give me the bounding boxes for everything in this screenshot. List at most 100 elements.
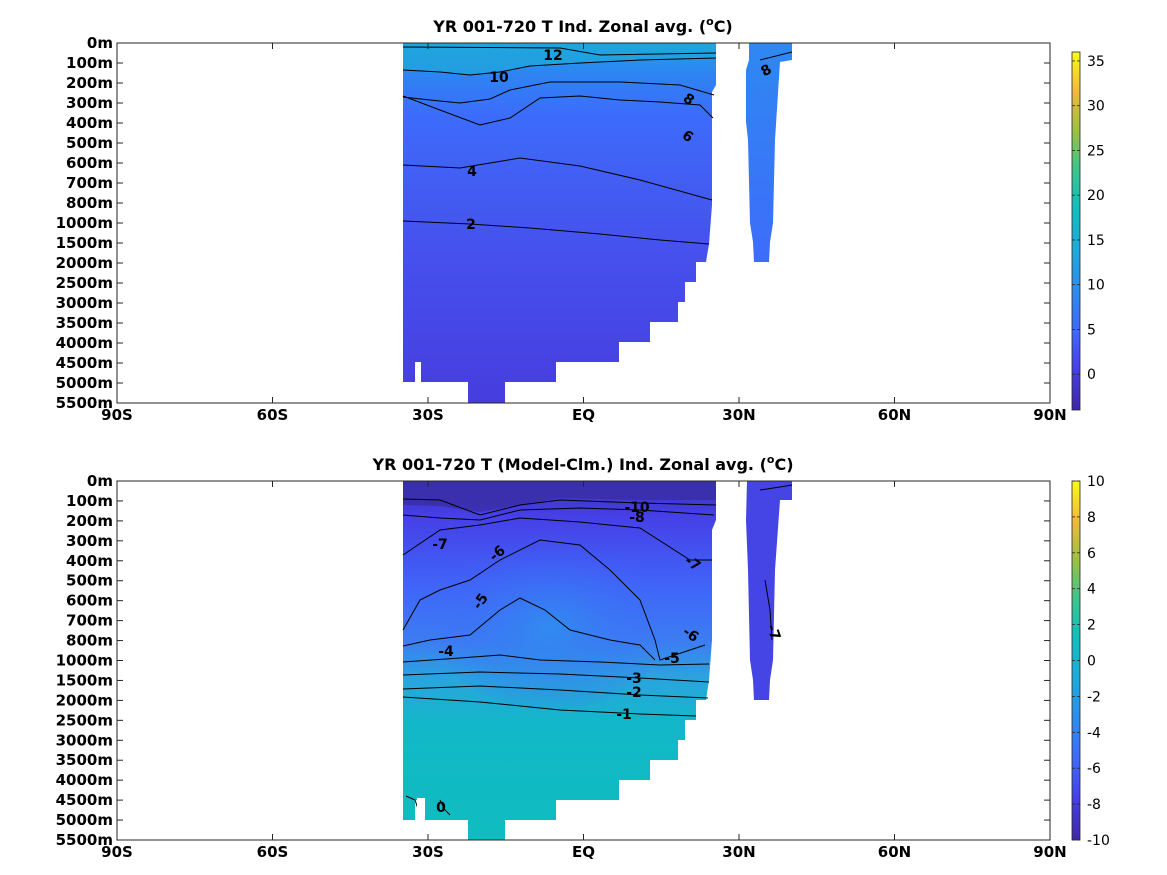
- top-ocean-basin: [403, 43, 716, 403]
- bottom-x-axis: 90S 60S 30S EQ 30N 60N 90N: [101, 481, 1067, 861]
- contour-label: 10: [489, 70, 509, 86]
- x-tick-label: EQ: [572, 406, 595, 424]
- y-tick-label: 3000m: [56, 294, 113, 312]
- colorbar-tick-label: 6: [1087, 546, 1096, 562]
- colorbar-tick-label: 30: [1087, 99, 1105, 115]
- y-tick-label: 3500m: [56, 314, 113, 332]
- colorbar-tick-label: 0: [1087, 654, 1096, 670]
- y-tick-label: 100m: [66, 492, 113, 510]
- colorbar-tick-label: 25: [1087, 143, 1105, 159]
- y-tick-label: 5000m: [56, 811, 113, 829]
- y-tick-label: 200m: [66, 512, 113, 530]
- y-tick-label: 1000m: [56, 652, 113, 670]
- bottom-ocean-north: [746, 481, 792, 700]
- y-tick-label: 700m: [66, 174, 113, 192]
- bottom-notch: [417, 798, 425, 820]
- contour-label: 4: [467, 164, 477, 180]
- colorbar-tick-label: 20: [1087, 188, 1105, 204]
- y-tick-label: 200m: [66, 74, 113, 92]
- contour-label: -4: [438, 644, 454, 660]
- x-tick-label: 90S: [101, 406, 133, 424]
- contour-label: -10: [624, 500, 650, 516]
- colorbar-tick-label: -10: [1087, 833, 1110, 849]
- y-tick-label: 400m: [66, 552, 113, 570]
- contour-label: -5: [664, 651, 680, 667]
- y-tick-label: 5500m: [56, 394, 113, 412]
- y-tick-label: 2000m: [56, 691, 113, 709]
- y-tick-label: 800m: [66, 194, 113, 212]
- y-tick-label: 0m: [87, 472, 113, 490]
- bottom-y-axis: 0m 100m 200m 300m 400m 500m 600m 700m 800m 1000m1…: [56, 472, 1050, 849]
- top-y-axis: 0m 100m 200m 300m 400m 500m 600m 700m 800m 1000m 1…: [56, 34, 1050, 412]
- top-title: YR 001-720 T Ind. Zonal avg. (oC): [432, 15, 733, 36]
- y-tick-label: 800m: [66, 632, 113, 650]
- x-tick-label: 60N: [878, 406, 911, 424]
- y-tick-label: 4500m: [56, 354, 113, 372]
- bottom-contour-labels: -10 -8 -7 -6 -7 -5 -4 -6 -5 -7 -3 -2 -1 …: [432, 500, 783, 816]
- contour-label: -7: [432, 537, 448, 553]
- top-colorbar-ticks: 35 30 25 20 15 10 5 0: [1072, 54, 1105, 383]
- x-tick-label: EQ: [572, 843, 595, 861]
- y-tick-label: 2500m: [56, 274, 113, 292]
- top-contours: [402, 46, 793, 245]
- y-tick-label: 4000m: [56, 771, 113, 789]
- bottom-panel: YR 001-720 T (Model-Clm.) Ind. Zonal avg…: [56, 453, 1110, 861]
- x-tick-label: 90N: [1033, 406, 1066, 424]
- y-tick-label: 0m: [87, 34, 113, 52]
- bottom-title: YR 001-720 T (Model-Clm.) Ind. Zonal avg…: [371, 453, 793, 474]
- y-tick-label: 600m: [66, 592, 113, 610]
- contour-label: 0: [436, 800, 446, 816]
- y-tick-label: 5500m: [56, 831, 113, 849]
- bottom-contours: [402, 484, 793, 816]
- y-tick-label: 500m: [66, 572, 113, 590]
- y-tick-label: 500m: [66, 134, 113, 152]
- y-tick-label: 600m: [66, 154, 113, 172]
- colorbar-tick-label: 35: [1087, 54, 1105, 70]
- colorbar-tick-label: 5: [1087, 322, 1096, 338]
- x-tick-label: 90N: [1033, 843, 1066, 861]
- top-colorbar: [1071, 51, 1081, 411]
- x-tick-label: 60S: [257, 406, 289, 424]
- top-ocean-north: [746, 43, 792, 262]
- y-tick-label: 100m: [66, 54, 113, 72]
- colorbar-tick-label: -4: [1087, 725, 1101, 741]
- y-tick-label: 300m: [66, 532, 113, 550]
- contour-label: -8: [629, 510, 645, 526]
- contour-label: -7: [681, 553, 703, 575]
- colorbar-tick-label: -2: [1087, 689, 1101, 705]
- contour-label: 12: [543, 48, 562, 64]
- colorbar-tick-label: 0: [1087, 367, 1096, 383]
- top-panel: YR 001-720 T Ind. Zonal avg. (oC) 12 10 …: [56, 15, 1105, 424]
- bottom-colorbar-ticks: 10 8 6 4 2 0 -2 -4 -6 -8 -10: [1072, 474, 1110, 849]
- contour-label: -2: [626, 685, 642, 701]
- y-tick-label: 1000m: [56, 214, 113, 232]
- x-tick-label: 30S: [412, 843, 444, 861]
- y-tick-label: 4000m: [56, 334, 113, 352]
- y-tick-label: 700m: [66, 612, 113, 630]
- x-tick-label: 60S: [257, 843, 289, 861]
- contour-label: -3: [626, 671, 642, 687]
- colorbar-tick-label: 15: [1087, 233, 1105, 249]
- x-tick-label: 60N: [878, 843, 911, 861]
- x-tick-label: 30S: [412, 406, 444, 424]
- y-tick-label: 1500m: [56, 671, 113, 689]
- contour-label: -6: [679, 624, 701, 646]
- x-tick-label: 30N: [722, 406, 755, 424]
- colorbar-tick-label: 10: [1087, 278, 1105, 294]
- y-tick-label: 300m: [66, 94, 113, 112]
- y-tick-label: 2500m: [56, 711, 113, 729]
- y-tick-label: 3500m: [56, 751, 113, 769]
- contour-label: -7: [763, 622, 783, 642]
- colorbar-tick-label: 8: [1087, 510, 1096, 526]
- colorbar-tick-label: 10: [1087, 474, 1105, 490]
- contour-label: 2: [466, 217, 476, 233]
- y-tick-label: 400m: [66, 114, 113, 132]
- colorbar-tick-label: 2: [1087, 618, 1096, 634]
- y-tick-label: 5000m: [56, 374, 113, 392]
- y-tick-label: 3000m: [56, 731, 113, 749]
- colorbar-tick-label: -6: [1087, 761, 1101, 777]
- contour-label: -5: [470, 591, 492, 613]
- top-field: [402, 43, 793, 403]
- contour-label: -1: [616, 707, 632, 723]
